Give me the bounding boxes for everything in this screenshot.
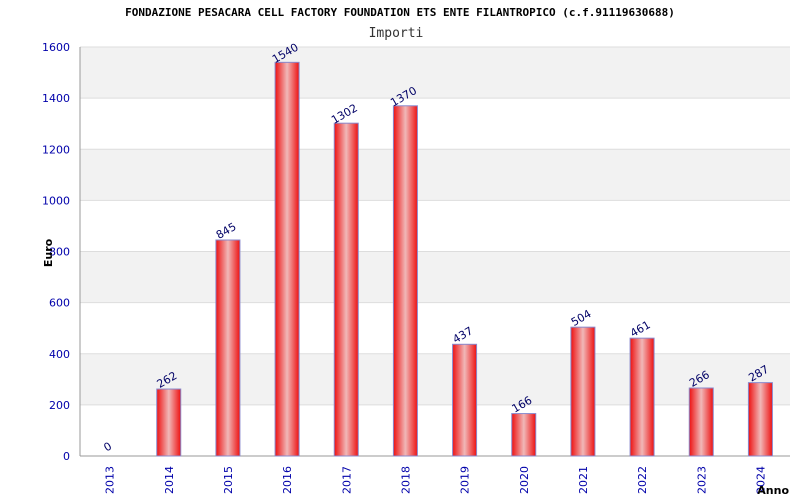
gridlines [80,46,790,457]
y-axis-label: Euro [42,238,55,267]
y-tick-label: 1400 [42,92,70,105]
bar [156,388,182,457]
data-label: 461 [628,318,653,340]
y-tick-label: 1600 [42,41,70,54]
x-tick-label: 2019 [459,466,472,494]
x-tick-label: 2024 [754,466,767,494]
chart-title: FONDAZIONE PESACARA CELL FACTORY FOUNDAT… [125,6,675,19]
bars [156,61,773,457]
bar [392,105,418,457]
y-tick-label: 0 [63,450,70,463]
bar [333,122,359,457]
bar [570,326,596,457]
data-label: 845 [214,220,239,242]
x-tick-label: 2016 [281,466,294,494]
y-tick-label: 400 [49,348,70,361]
background-band [80,47,790,99]
x-tick-label: 2014 [163,466,176,494]
background-bands [80,47,790,405]
x-axis-label: Anno [757,484,789,497]
x-tick-label: 2017 [340,466,353,494]
x-tick-label: 2021 [577,466,590,494]
data-label: 0 [102,440,115,455]
bar [274,61,300,457]
bar [747,382,773,457]
bar [629,337,655,457]
chart-subtitle: Importi [369,26,424,41]
bar [688,387,714,457]
x-tick-label: 2018 [399,466,412,494]
y-tick-label: 600 [49,297,70,310]
y-tick-labels: 0 200 400 600 800 1000 1200 1400 1600 [42,41,70,463]
x-tick-label: 2022 [636,466,649,494]
y-tick-label: 1200 [42,143,70,156]
background-band [80,149,790,201]
x-tick-label: 2020 [518,466,531,494]
bar [452,343,478,457]
bar [215,239,241,457]
y-tick-label: 800 [49,246,70,259]
background-band [80,251,790,303]
x-tick-labels: 2013 2014 2015 2016 2017 2018 2019 2020 2021 2022… [104,466,768,494]
x-tick-label: 2013 [104,466,117,494]
x-tick-label: 2015 [222,466,235,494]
data-label: 437 [450,324,475,346]
background-band [80,353,790,405]
y-tick-label: 200 [49,399,70,412]
y-tick-label: 1000 [42,194,70,207]
bar [511,413,537,457]
x-tick-label: 2023 [695,466,708,494]
data-label: 504 [569,307,594,329]
